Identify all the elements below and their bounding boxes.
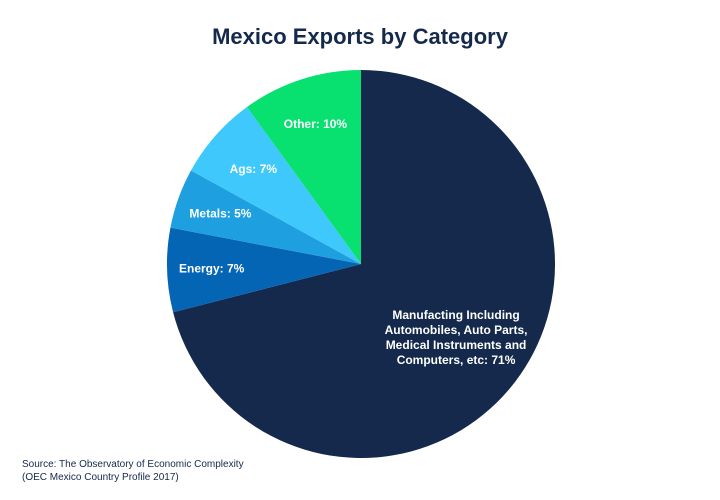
slice-label-line: Other: 10% bbox=[284, 117, 348, 131]
pie-slice-3 bbox=[190, 107, 361, 264]
slice-label-line: Metals: 5% bbox=[189, 206, 251, 220]
pie-slice-4 bbox=[246, 70, 361, 264]
slice-label-1: Energy: 7% bbox=[179, 262, 245, 276]
slice-label-4: Other: 10% bbox=[284, 117, 348, 131]
pie-slice-0 bbox=[173, 70, 555, 459]
slice-label-line: Automobiles, Auto Parts, bbox=[385, 323, 528, 337]
source-line-1: Source: The Observatory of Economic Comp… bbox=[22, 459, 244, 470]
slice-label-line: Energy: 7% bbox=[179, 262, 245, 276]
pie-slice-1 bbox=[167, 227, 361, 313]
slice-label-line: Medical Instruments and bbox=[386, 338, 527, 352]
slice-label-line: Ags: 7% bbox=[230, 162, 278, 176]
source-note: Source: The Observatory of Economic Comp… bbox=[22, 458, 244, 484]
slice-label-2: Metals: 5% bbox=[189, 206, 251, 220]
slice-label-line: Computers, etc: 71% bbox=[397, 353, 516, 367]
source-line-2: (OEC Mexico Country Profile 2017) bbox=[22, 472, 179, 483]
slice-label-line: Manufacting Including bbox=[392, 308, 519, 322]
slice-label-0: Manufacting Including Automobiles, Auto P… bbox=[385, 308, 528, 367]
chart-title: Mexico Exports by Category bbox=[212, 24, 508, 49]
pie-slice-2 bbox=[170, 170, 361, 264]
slice-label-3: Ags: 7% bbox=[230, 162, 278, 176]
